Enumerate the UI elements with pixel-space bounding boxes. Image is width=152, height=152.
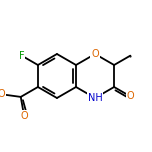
Text: O: O xyxy=(20,111,28,121)
Text: F: F xyxy=(19,51,24,61)
Text: O: O xyxy=(0,89,5,99)
Text: O: O xyxy=(126,91,134,101)
Text: NH: NH xyxy=(88,93,102,103)
Text: O: O xyxy=(91,49,99,59)
